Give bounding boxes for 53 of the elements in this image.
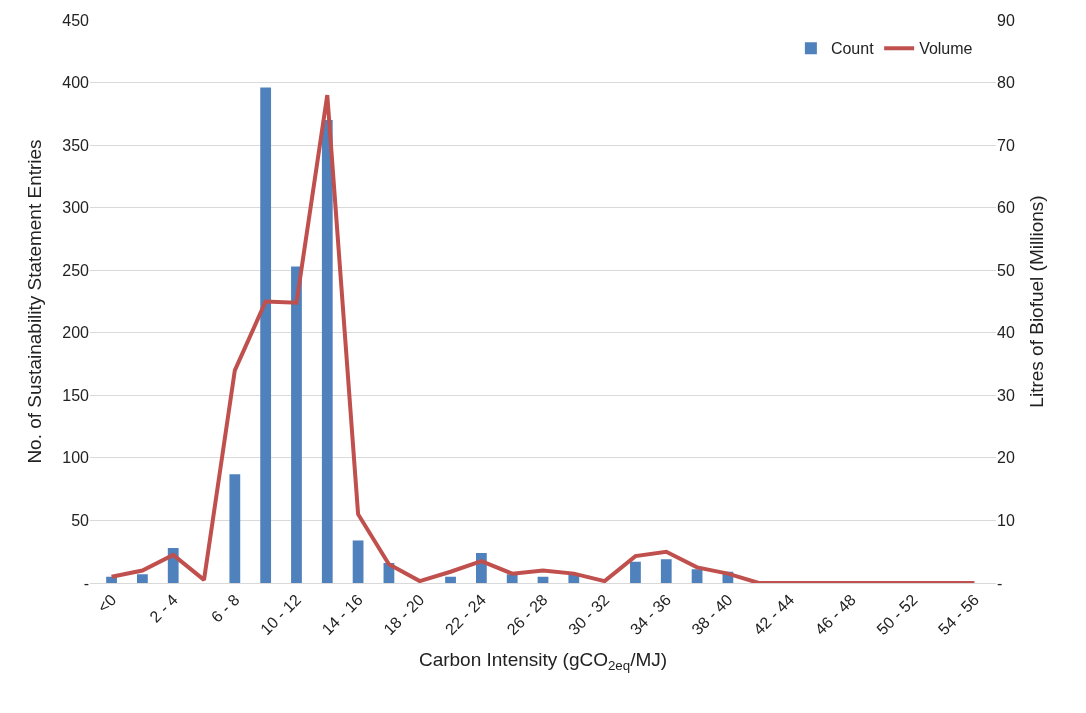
y2-tick-label: 90 — [997, 11, 1015, 29]
bar — [691, 569, 703, 583]
x-tick-label: 6 - 8 — [207, 590, 243, 626]
y-tick-label: 150 — [62, 386, 90, 404]
y2-tick-label: 30 — [997, 386, 1015, 404]
y-tick-label: 100 — [62, 449, 90, 467]
y-tick-label: 250 — [62, 261, 90, 279]
bar — [445, 576, 456, 583]
y2-tick-label: - — [997, 574, 1003, 592]
y-tick-label: 450 — [62, 11, 90, 29]
y2-tick-label: 40 — [997, 324, 1015, 342]
y-tick-label: 50 — [71, 512, 90, 530]
bar — [229, 474, 241, 583]
bar — [260, 87, 272, 583]
y2-axis-title: Litres of Biofuel (Millions) — [1025, 195, 1047, 408]
y-tick-label: - — [83, 574, 89, 592]
x-tick-label: 14 - 16 — [318, 590, 366, 639]
y2-tick-label: 70 — [997, 136, 1015, 154]
bar — [291, 266, 302, 583]
y-axis-title: No. of Sustainability Statement Entries — [24, 139, 46, 464]
legend-label: Count — [830, 40, 875, 58]
x-tick-label: 22 - 24 — [441, 590, 490, 639]
y-tick-label: 350 — [62, 136, 90, 154]
bar — [136, 574, 148, 583]
x-tick-label: 2 - 4 — [146, 590, 182, 626]
bar — [106, 576, 117, 583]
y2-tick-label: 60 — [997, 199, 1015, 217]
x-axis-title: Carbon Intensity (gCO$_{2eq}$/MJ) — [418, 649, 668, 673]
x-tick-label: 18 - 20 — [380, 590, 428, 639]
y2-tick-label: 10 — [997, 512, 1015, 530]
x-tick-label: 50 - 52 — [873, 590, 921, 639]
y-tick-label: 400 — [62, 74, 90, 92]
x-tick-label: 46 - 48 — [811, 590, 860, 639]
y2-tick-label: 50 — [997, 261, 1015, 279]
x-tick-label: 38 - 40 — [688, 590, 736, 639]
line-series — [109, 93, 977, 583]
x-tick-label: <0 — [94, 590, 120, 616]
y2-tick-label: 20 — [997, 449, 1015, 467]
legend-label: Volume — [919, 40, 973, 58]
x-tick-label: 10 - 12 — [257, 590, 305, 639]
bar — [537, 576, 549, 583]
y2-tick-label: 80 — [997, 74, 1015, 92]
y-tick-label: 300 — [62, 199, 90, 217]
x-tick-label: 30 - 32 — [565, 590, 613, 639]
bar — [660, 559, 672, 583]
x-tick-label: 54 - 56 — [934, 590, 983, 639]
bar — [352, 540, 364, 583]
bar — [630, 561, 641, 583]
y-tick-label: 200 — [62, 324, 90, 342]
x-tick-label: 26 - 28 — [503, 590, 551, 639]
x-tick-label: 42 - 44 — [750, 590, 798, 639]
bar — [321, 120, 333, 583]
x-tick-label: 34 - 36 — [626, 590, 675, 639]
